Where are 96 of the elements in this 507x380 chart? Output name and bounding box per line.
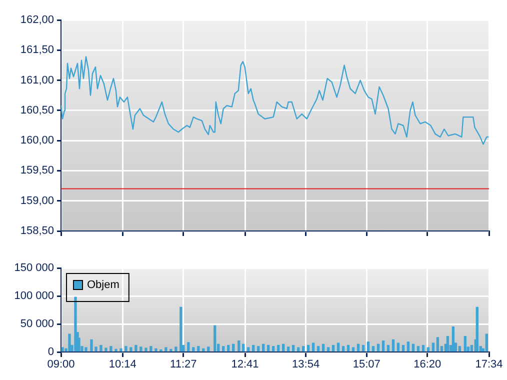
bar bbox=[386, 344, 390, 352]
bar bbox=[164, 347, 168, 352]
bar bbox=[406, 342, 410, 352]
bar bbox=[207, 346, 210, 352]
bar bbox=[322, 344, 325, 352]
bar bbox=[306, 344, 310, 352]
x-tick-label: 12:41 bbox=[231, 358, 259, 371]
bar bbox=[160, 349, 162, 352]
bar bbox=[252, 344, 255, 352]
y-tick-label: 161,00 bbox=[20, 74, 54, 86]
bar bbox=[180, 306, 182, 352]
bar bbox=[476, 306, 479, 352]
bar bbox=[336, 342, 340, 352]
y-tick-label: 161,50 bbox=[20, 44, 54, 56]
bar bbox=[452, 326, 455, 352]
x-tick-label: 15:07 bbox=[352, 358, 380, 371]
bar bbox=[436, 337, 440, 352]
bar bbox=[376, 344, 380, 352]
x-tick-label: 10:14 bbox=[108, 358, 136, 371]
x-tick-label: 13:54 bbox=[292, 358, 320, 371]
bar bbox=[432, 342, 435, 352]
y-tick-label: 100 000 bbox=[14, 290, 54, 302]
bar bbox=[346, 344, 350, 352]
bar bbox=[130, 347, 132, 352]
bar bbox=[332, 344, 335, 352]
bar bbox=[120, 348, 122, 352]
bar bbox=[366, 342, 370, 352]
y-tick-label: 160,50 bbox=[20, 104, 54, 116]
y-tick-label: 0 bbox=[48, 346, 54, 358]
bar bbox=[100, 344, 102, 352]
bar bbox=[296, 347, 300, 352]
bar bbox=[362, 344, 365, 352]
bar bbox=[372, 346, 375, 352]
bar bbox=[61, 347, 64, 352]
bar bbox=[222, 346, 225, 352]
bar bbox=[84, 347, 88, 352]
bar bbox=[124, 346, 128, 352]
y-tick-label: 160,00 bbox=[20, 134, 54, 147]
y-tick-label: 159,00 bbox=[20, 194, 54, 207]
bar bbox=[422, 344, 425, 352]
bar bbox=[316, 346, 320, 352]
x-tick-label: 09:00 bbox=[47, 358, 75, 371]
bar bbox=[277, 344, 280, 352]
x-tick-label: 16:20 bbox=[414, 358, 442, 371]
bar bbox=[292, 344, 295, 352]
bar bbox=[312, 342, 315, 352]
bar bbox=[464, 336, 467, 352]
bar bbox=[238, 340, 240, 352]
y-tick-label: 50 000 bbox=[20, 318, 54, 330]
bar bbox=[352, 347, 355, 352]
bar bbox=[247, 347, 250, 352]
bar bbox=[104, 348, 108, 352]
bar bbox=[242, 344, 245, 352]
bar bbox=[458, 346, 462, 352]
bar bbox=[154, 348, 158, 352]
y-tick-label: 162,00 bbox=[20, 14, 54, 26]
x-tick-label: 17:34 bbox=[475, 358, 503, 371]
bar bbox=[382, 340, 385, 352]
bar bbox=[192, 347, 195, 352]
legend-label: Objem bbox=[87, 279, 120, 292]
bar bbox=[74, 296, 77, 352]
bar bbox=[262, 344, 265, 352]
bar bbox=[392, 339, 395, 352]
bar bbox=[267, 344, 270, 352]
bar bbox=[396, 342, 400, 352]
bar bbox=[187, 342, 190, 352]
bar bbox=[286, 346, 290, 352]
bar bbox=[134, 344, 138, 352]
bar bbox=[426, 347, 430, 352]
x-tick-label: 11:27 bbox=[170, 358, 197, 371]
y-tick-label: 159,50 bbox=[20, 164, 54, 177]
bar bbox=[416, 346, 420, 352]
bar bbox=[412, 344, 415, 352]
bar bbox=[485, 334, 488, 352]
bar bbox=[302, 346, 305, 352]
bar bbox=[114, 348, 118, 352]
bar bbox=[214, 325, 216, 352]
bar bbox=[140, 346, 142, 352]
bar bbox=[446, 336, 450, 352]
bar bbox=[282, 344, 285, 352]
y-tick-label: 158,50 bbox=[20, 225, 54, 238]
bar bbox=[402, 344, 405, 352]
bar bbox=[144, 348, 148, 352]
bar bbox=[356, 344, 360, 352]
bar bbox=[257, 346, 260, 352]
bar bbox=[110, 346, 112, 352]
bar bbox=[174, 346, 178, 352]
bar bbox=[150, 346, 152, 352]
bar bbox=[272, 346, 275, 352]
bar bbox=[342, 346, 345, 352]
bar bbox=[68, 334, 71, 352]
bar bbox=[227, 344, 230, 352]
bar bbox=[232, 344, 235, 352]
y-tick-label: 150 000 bbox=[14, 262, 54, 274]
bar bbox=[197, 346, 200, 352]
bar bbox=[326, 347, 330, 352]
